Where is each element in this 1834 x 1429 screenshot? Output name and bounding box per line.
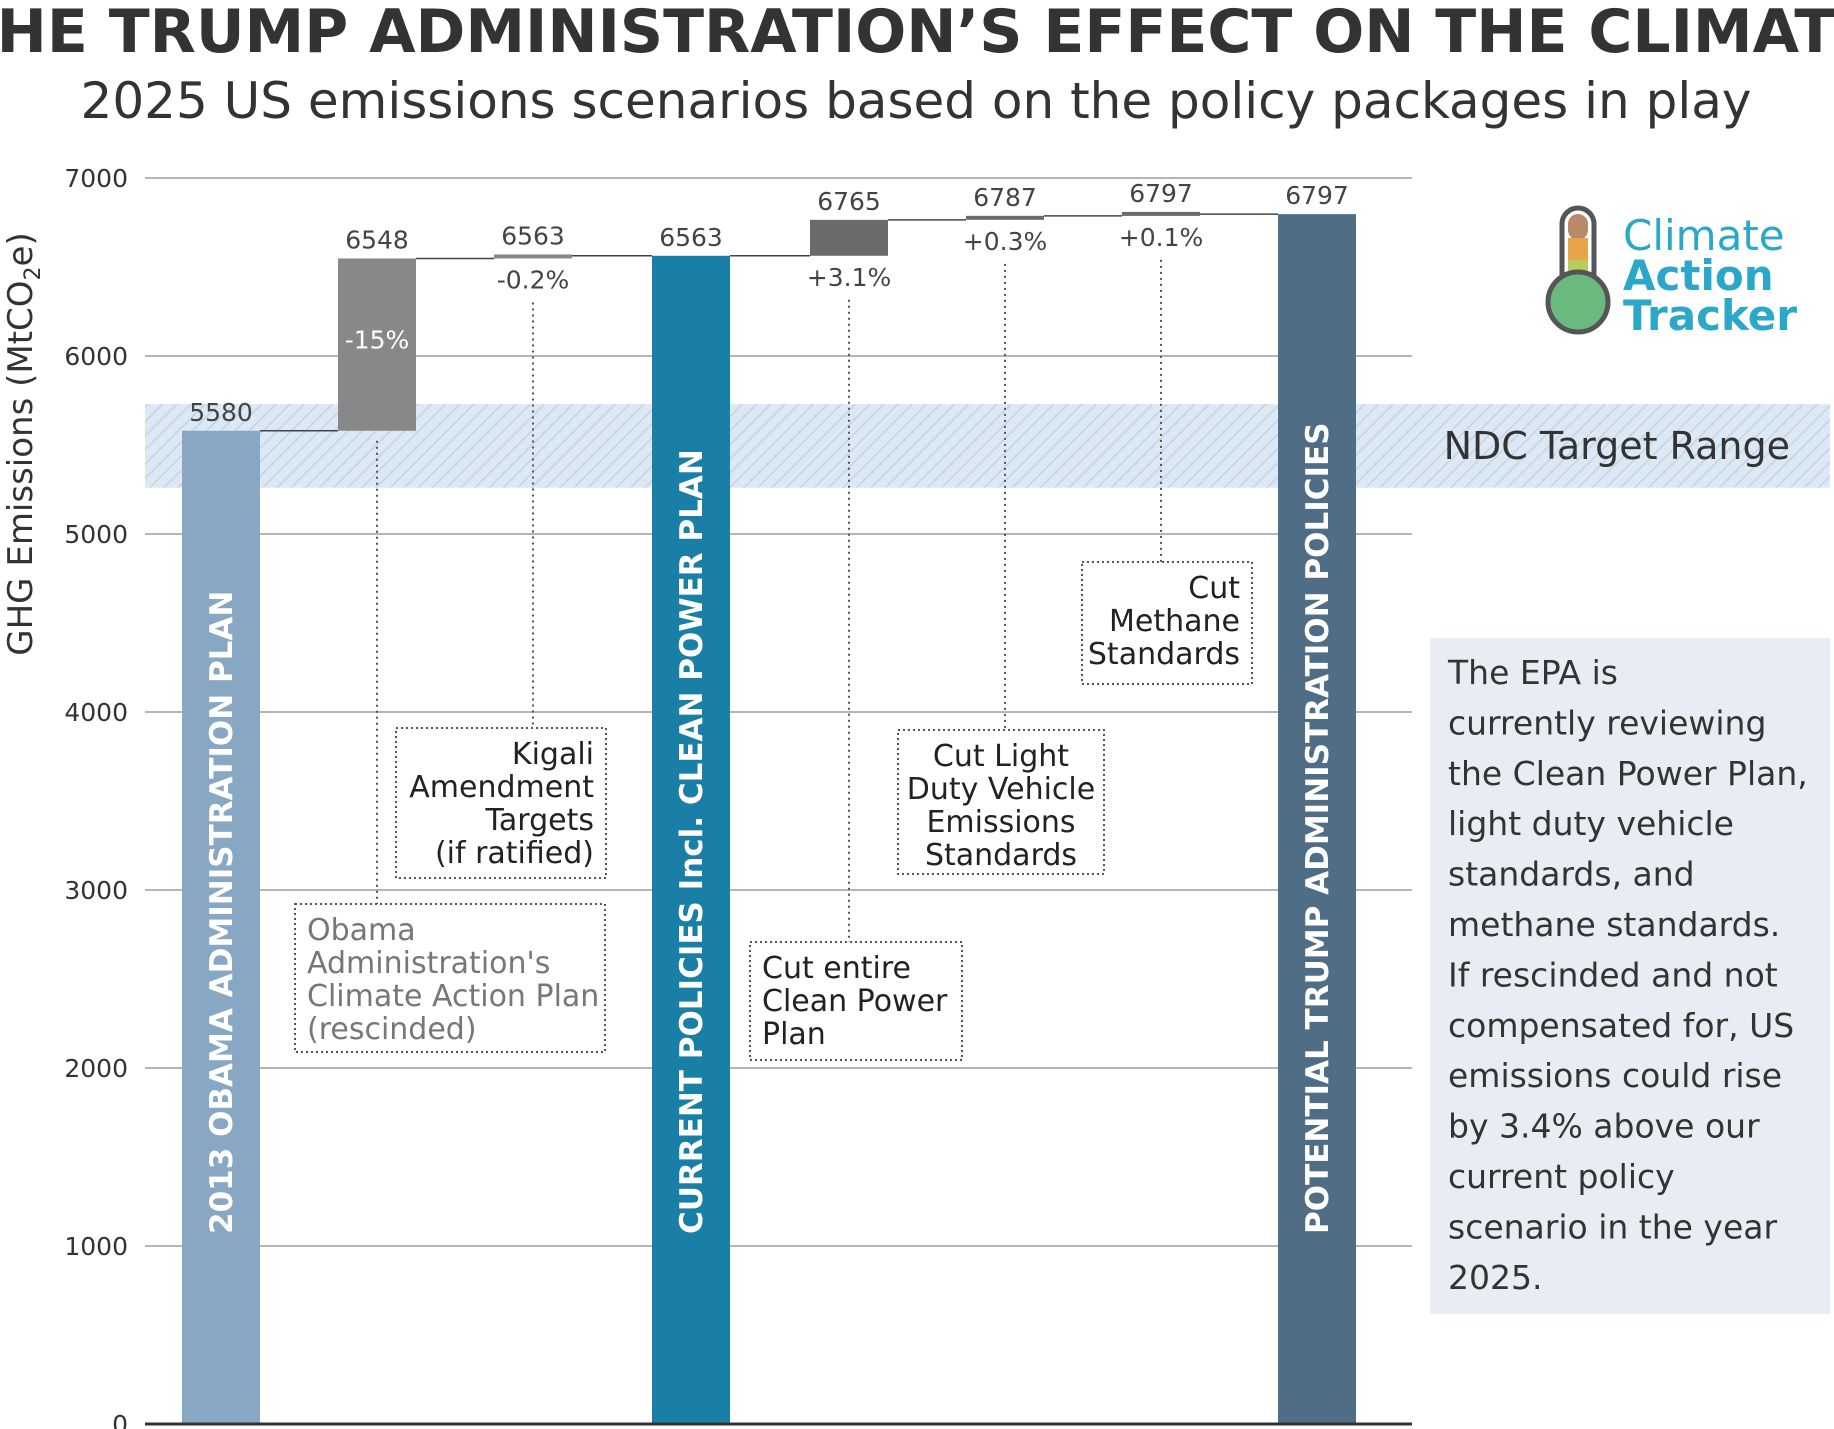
annotation-text: Emissions [926, 805, 1075, 840]
note-line: If rescinded and not [1448, 955, 1778, 994]
y-tick-label: 5000 [64, 520, 128, 549]
note-line: 2025. [1448, 1258, 1542, 1297]
ndc-target-band: NDC Target Range [145, 404, 1830, 488]
logo-line-3: Tracker [1623, 291, 1797, 340]
annotation-text: Obama [307, 913, 416, 948]
step-change-label: +3.1% [807, 263, 891, 292]
annotation-text: Amendment [409, 770, 594, 805]
annotation-text: Duty Vehicle [907, 772, 1095, 807]
bar-category-label: CURRENT POLICIES Incl. CLEAN POWER PLAN [674, 449, 710, 1234]
note-line: emissions could rise [1448, 1056, 1782, 1095]
bar-value-label: 6797 [1285, 181, 1349, 210]
ndc-band-label: NDC Target Range [1444, 424, 1790, 468]
bar-step [1122, 211, 1200, 216]
note-line: currently reviewing [1448, 703, 1766, 742]
bar-total [182, 430, 260, 1424]
annotation-text: Plan [762, 1017, 826, 1052]
y-tick-label: 6000 [64, 342, 128, 371]
annotation-box [395, 727, 607, 879]
bar-value-label: 5580 [189, 398, 253, 427]
bar-step [810, 219, 888, 256]
y-tick-label: 1000 [64, 1232, 128, 1261]
y-tick-label: 0 [112, 1410, 128, 1429]
note-line: light duty vehicle [1448, 804, 1734, 843]
annotation-text: (rescinded) [307, 1012, 477, 1047]
note-line: scenario in the year [1448, 1207, 1777, 1246]
note-line: current policy [1448, 1157, 1675, 1196]
step-value-label: 6563 [501, 221, 565, 250]
thermometer-icon [1545, 205, 1611, 335]
step-value-label: 6797 [1129, 179, 1193, 208]
annotation-text: Cut [1188, 571, 1240, 606]
bar-total [1278, 214, 1356, 1424]
chart-title: THE TRUMP ADMINISTRATION’S EFFECT ON THE… [0, 0, 1834, 67]
climate-action-tracker-logo: Climate Action Tracker [1545, 205, 1797, 340]
annotation-text: Standards [1088, 637, 1240, 672]
annotation-box [294, 903, 606, 1053]
bar-step [966, 215, 1044, 220]
note-line: methane standards. [1448, 905, 1780, 944]
annotation-text: Cut Light [933, 739, 1069, 774]
note-line: compensated for, US [1448, 1006, 1794, 1045]
ndc-band-rect [145, 404, 1830, 488]
y-axis: 0 1000 2000 3000 4000 5000 6000 7000 GHG Emissio… [1, 164, 1412, 1429]
y-tick-label: 3000 [64, 876, 128, 905]
epa-note-box: The EPA is currently reviewing the Clean P… [1430, 638, 1830, 1314]
step-value-label: 6787 [973, 183, 1037, 212]
step-change-label: +0.3% [963, 227, 1047, 256]
step-change-label: -15% [345, 325, 410, 354]
y-tick-label: 4000 [64, 698, 128, 727]
logo-line-2: Action [1623, 251, 1774, 300]
y-tick-label: 7000 [64, 164, 128, 193]
value-labels: 5580 2013 OBAMA ADMINISTRATION PLAN 6548 -1… [189, 179, 1349, 1234]
annotation-text: (if ratified) [435, 836, 594, 871]
annotation-text: Kigali [512, 737, 594, 772]
annotation-text: Climate Action Plan [307, 979, 599, 1014]
annotation-text: Targets [485, 803, 594, 838]
step-change-label: -0.2% [497, 265, 570, 294]
y-axis-label: GHG Emissions (MtCO2e) [1, 232, 46, 655]
annotation-text: Clean Power [762, 984, 948, 1019]
bar-step [338, 258, 416, 431]
note-line: The EPA is [1447, 653, 1618, 692]
annotation-box [1081, 561, 1253, 685]
bar-step [494, 254, 572, 259]
bar-category-label: 2013 OBAMA ADMINISTRATION PLAN [204, 591, 240, 1234]
annotation-text: Standards [925, 838, 1077, 873]
annotation-text: Cut entire [762, 951, 911, 986]
y-tick-label: 2000 [64, 1054, 128, 1083]
note-line: the Clean Power Plan, [1448, 754, 1808, 793]
step-change-label: +0.1% [1119, 223, 1203, 252]
annotation-box [897, 729, 1105, 875]
logo-line-1: Climate [1623, 211, 1785, 260]
step-value-label: 6765 [817, 187, 881, 216]
bar-total [652, 255, 730, 1424]
annotation-text: Administration's [307, 946, 550, 981]
step-value-label: 6548 [345, 225, 409, 254]
chart-subtitle: 2025 US emissions scenarios based on the… [81, 72, 1752, 130]
note-background [1430, 638, 1830, 1314]
bars [182, 211, 1356, 1424]
bar-category-label: POTENTIAL TRUMP ADMINISTRATION POLICIES [1300, 422, 1336, 1234]
annotation-text: Methane [1109, 604, 1240, 639]
bar-value-label: 6563 [659, 223, 723, 252]
grid-lines [145, 177, 1412, 1425]
annotation-box [749, 941, 963, 1061]
note-line: by 3.4% above our [1448, 1107, 1760, 1146]
annotation-leaders [376, 259, 1162, 942]
note-line: standards, and [1448, 855, 1695, 894]
